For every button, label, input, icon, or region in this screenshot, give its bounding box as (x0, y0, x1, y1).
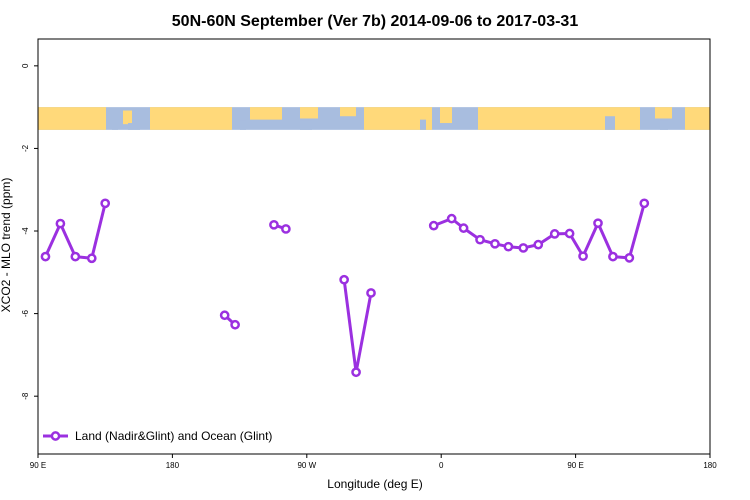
chart-title: 50N-60N September (Ver 7b) 2014-09-06 to… (172, 13, 579, 30)
data-point (339, 274, 349, 285)
x-tick-label: 90 W (297, 461, 316, 470)
map-land-region (150, 107, 232, 130)
x-tick-label: 90 E (567, 461, 583, 470)
map-land-region (364, 107, 432, 130)
data-point (55, 218, 66, 229)
data-point (428, 220, 439, 231)
y-tick-label: -4 (21, 227, 30, 235)
map-ocean-region (112, 118, 118, 130)
legend-marker-swatch (50, 431, 61, 441)
x-tick-label: 90 E (30, 461, 46, 470)
x-axis: 90 E 180 90 W 0 90 E 180 (30, 454, 717, 470)
data-point (70, 251, 81, 262)
data-point (86, 253, 97, 264)
y-tick-label: -8 (21, 392, 30, 400)
map-ocean-region (240, 120, 246, 130)
map-land-region (38, 107, 106, 130)
data-point (518, 243, 529, 253)
map-ocean-region (128, 123, 140, 130)
data-point (475, 234, 485, 245)
data-point (219, 310, 230, 321)
map-land-region (440, 107, 452, 124)
x-tick-label: 180 (703, 461, 717, 470)
data-point (458, 223, 469, 233)
x-tick-label: 180 (166, 461, 180, 470)
data-point (624, 253, 635, 263)
map-land-region (123, 110, 132, 125)
data-point (490, 238, 500, 249)
y-tick-label: 0 (21, 63, 30, 68)
map-land-region (655, 107, 672, 119)
data-point (578, 251, 588, 262)
data-point (230, 319, 240, 330)
y-axis-label: XCO2 - MLO trend (ppm) (0, 178, 13, 313)
data-point (366, 288, 376, 298)
map-land-region (250, 107, 282, 120)
map-land-region (300, 107, 318, 119)
y-axis: 0 -2 -4 -6 -8 (21, 63, 38, 400)
data-point (40, 251, 51, 262)
data-point (269, 219, 279, 230)
legend: Land (Nadir&Glint) and Ocean (Glint) (43, 429, 272, 443)
data-point (351, 367, 361, 378)
x-tick-label: 0 (439, 461, 444, 470)
series-layer (40, 198, 650, 378)
map-ocean-region (300, 120, 312, 130)
x-axis-label: Longitude (deg E) (327, 477, 422, 491)
world-map-strip (38, 107, 710, 130)
map-land-region (685, 107, 710, 130)
map-land-region (340, 107, 356, 117)
data-point (549, 229, 560, 239)
data-point (503, 241, 514, 252)
y-tick-label: -6 (21, 310, 30, 318)
data-point (533, 239, 544, 250)
map-ocean-region (605, 116, 615, 130)
data-point (100, 198, 111, 209)
data-point (281, 224, 291, 234)
series-line-segment (44, 202, 107, 260)
data-point (593, 218, 603, 229)
y-tick-label: -2 (21, 144, 30, 152)
map-land-region (478, 107, 640, 130)
legend-entry-label: Land (Nadir&Glint) and Ocean (Glint) (75, 429, 272, 443)
map-ocean-region (420, 119, 426, 130)
data-point (639, 198, 650, 209)
plot-frame (37, 38, 711, 455)
data-point (446, 213, 457, 224)
data-point (608, 251, 618, 262)
map-ocean-region (660, 120, 668, 130)
data-point (564, 228, 575, 239)
